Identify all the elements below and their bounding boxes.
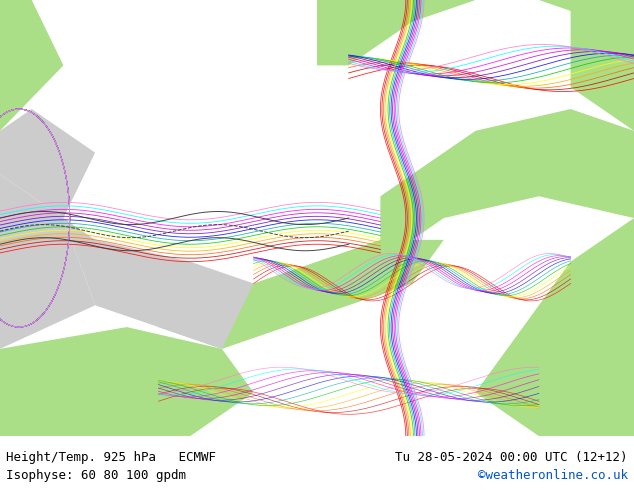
Polygon shape	[158, 240, 444, 349]
Text: ©weatheronline.co.uk: ©weatheronline.co.uk	[477, 469, 628, 482]
Polygon shape	[317, 0, 634, 66]
Polygon shape	[571, 0, 634, 131]
Text: Isophyse: 60 80 100 gpdm: Isophyse: 60 80 100 gpdm	[6, 469, 186, 482]
Polygon shape	[0, 109, 95, 218]
Polygon shape	[63, 218, 254, 349]
Polygon shape	[380, 109, 634, 262]
Polygon shape	[0, 0, 63, 131]
Polygon shape	[0, 174, 95, 349]
Polygon shape	[0, 327, 254, 436]
Text: Tu 28-05-2024 00:00 UTC (12+12): Tu 28-05-2024 00:00 UTC (12+12)	[395, 451, 628, 464]
Polygon shape	[476, 218, 634, 436]
Text: Height/Temp. 925 hPa   ECMWF: Height/Temp. 925 hPa ECMWF	[6, 451, 216, 464]
